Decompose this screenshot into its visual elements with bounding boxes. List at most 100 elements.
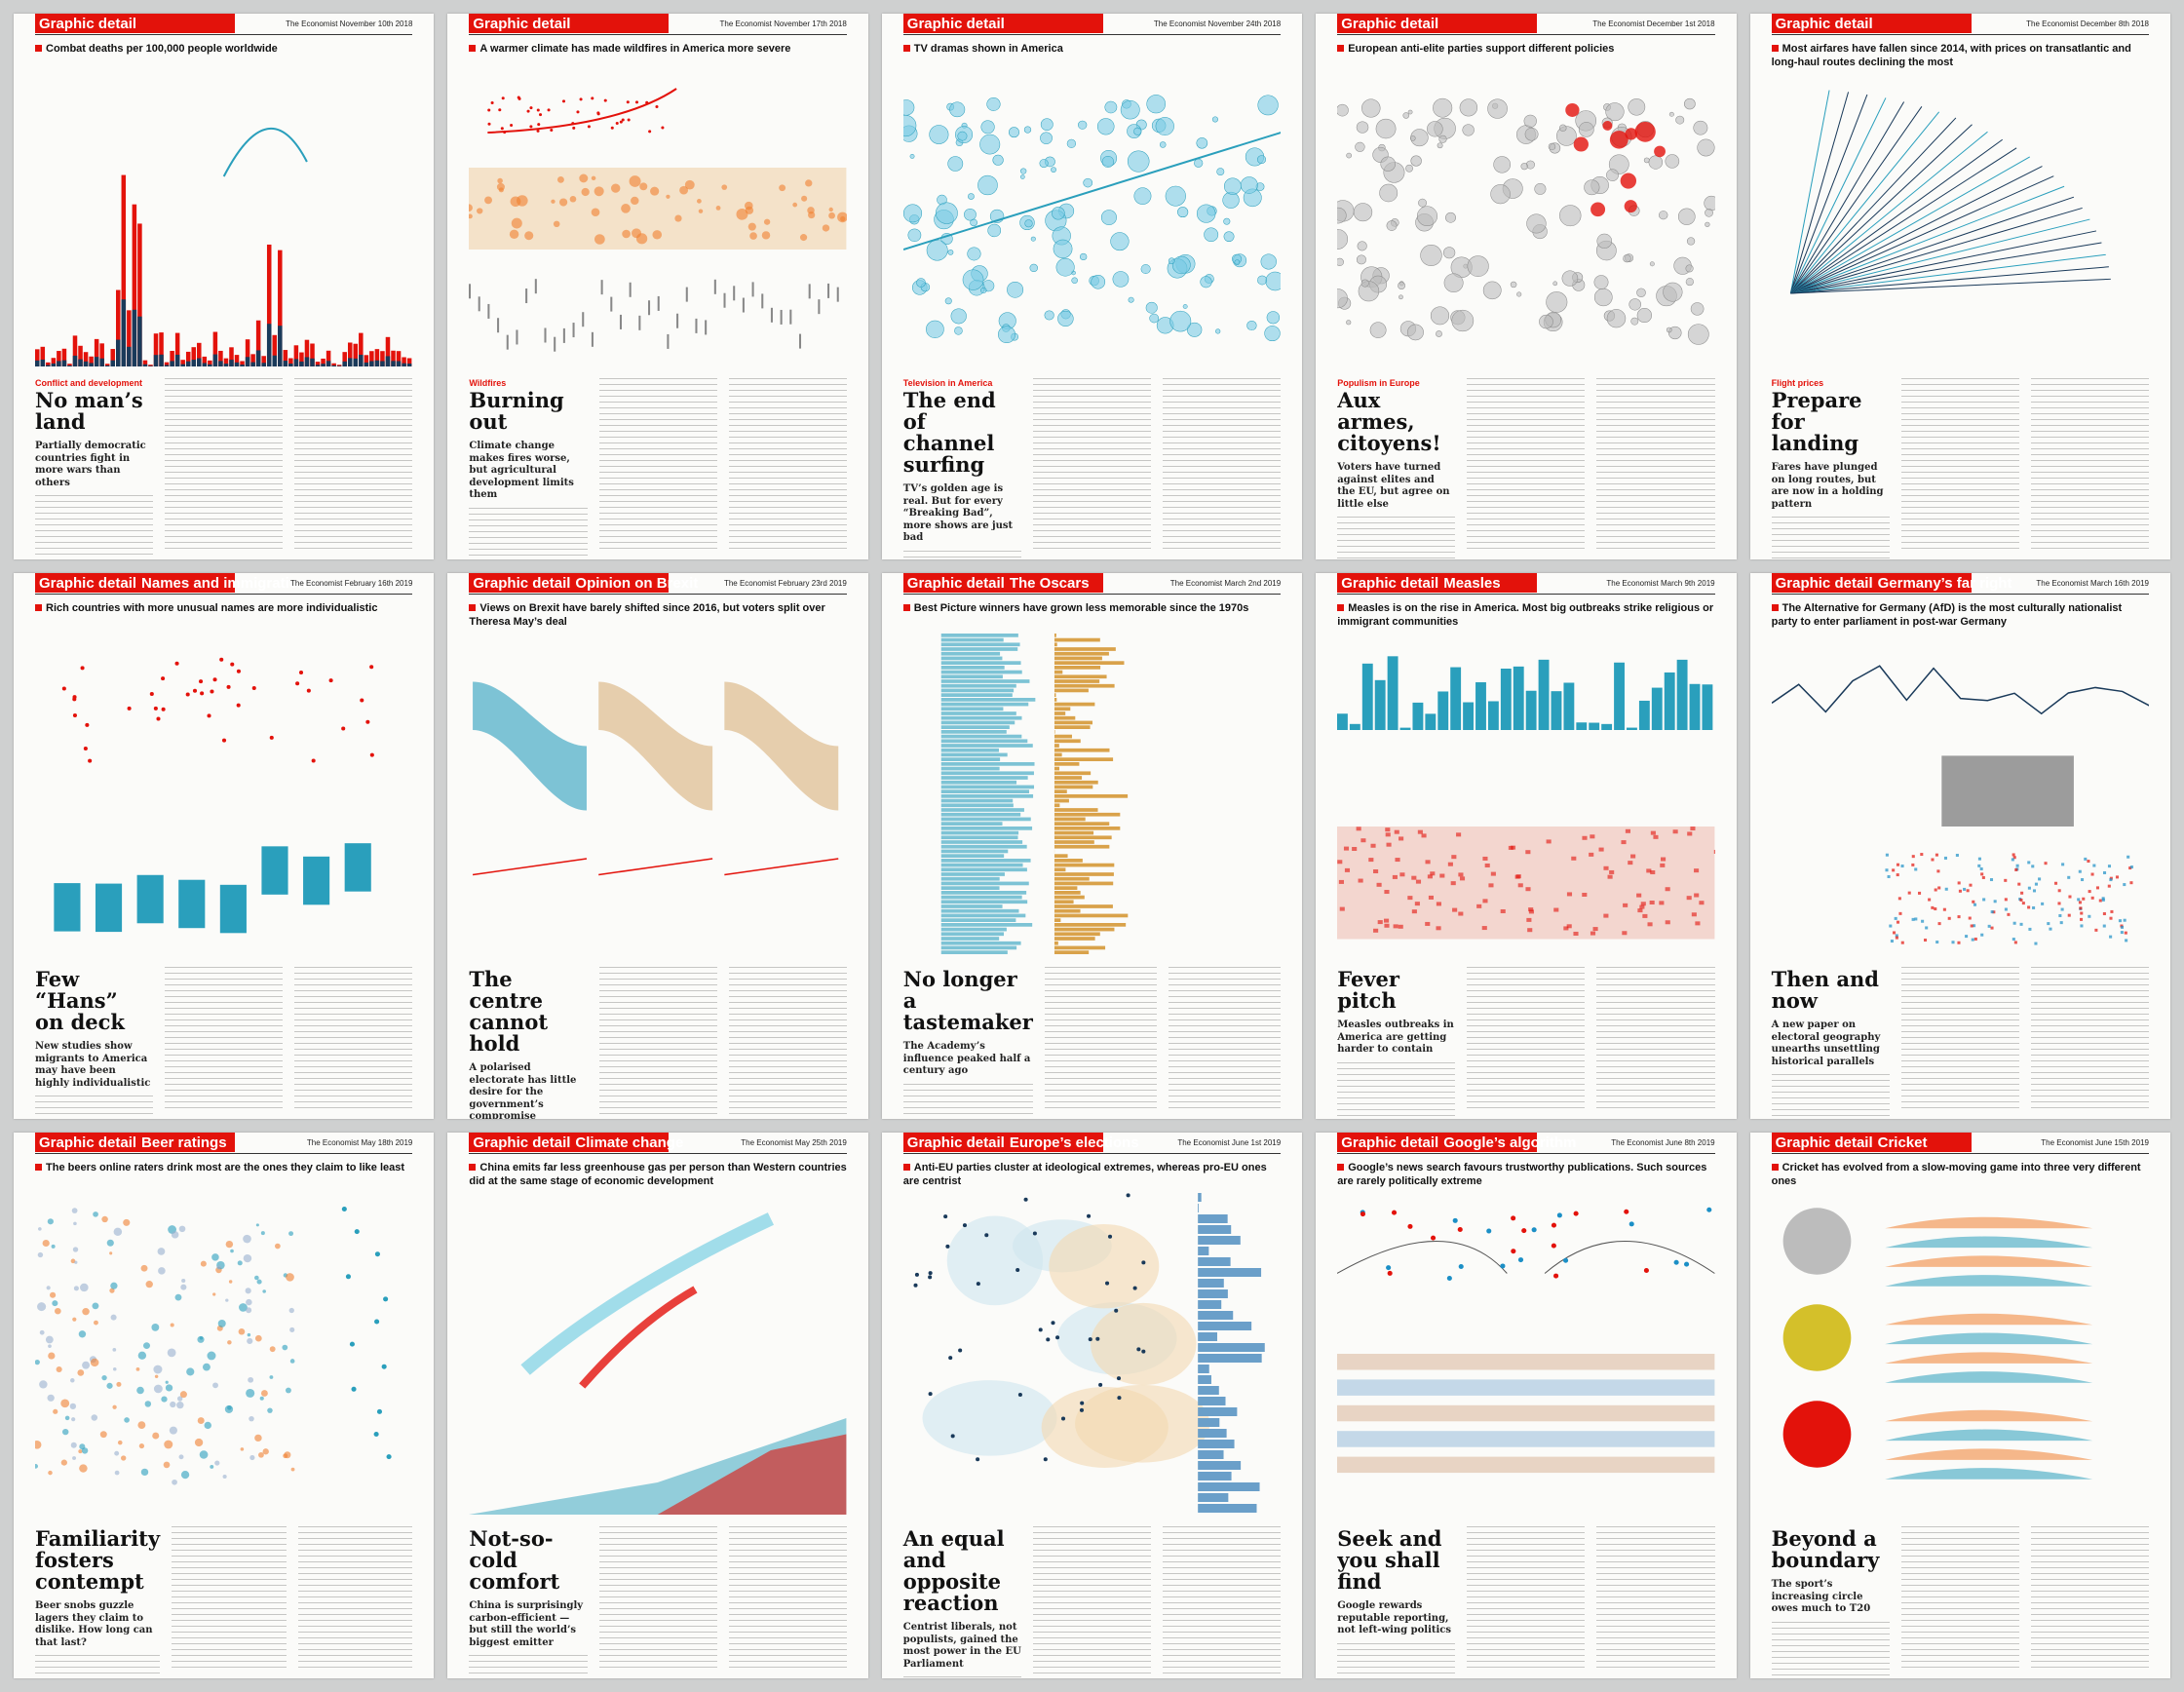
point-mark [249,1415,254,1422]
bar-mark [51,358,57,366]
bubble-mark [1490,184,1511,205]
map-mark [1957,881,1961,885]
point-mark [635,100,639,104]
bar-mark [809,284,812,299]
bubble-mark [1459,98,1478,117]
section-label: Graphic detail The Oscars [907,575,1090,592]
map-mark [2046,922,2050,926]
header-rule [1337,594,1715,595]
point-mark [269,1346,276,1353]
article: Television in America The end of channel … [902,378,1282,559]
chart-title-text: Cricket has evolved from a slow-moving g… [1771,1162,2141,1187]
map-mark [1896,920,1899,924]
section-name: Graphic detail [1775,1134,1873,1151]
chart [1337,634,1720,955]
bubble-mark [1584,179,1600,196]
header-rule [902,594,1282,595]
map-mark [2129,865,2133,869]
map-mark [1968,916,1972,920]
point-mark [517,96,521,99]
map-mark [2127,866,2131,870]
chart-title: Combat deaths per 100,000 people worldwi… [35,43,412,57]
map-mark [1699,901,1705,905]
point-mark [913,1283,918,1288]
icon-mark [1782,1208,1851,1275]
bar-mark [40,359,46,366]
map-mark [1637,908,1643,913]
map-mark [1687,831,1693,836]
chart [894,74,1285,366]
bar-mark [1054,844,1110,849]
bar-mark [1054,647,1116,651]
bar-mark [142,364,148,366]
chart-marks [913,1193,1265,1513]
ridge-mark [1884,1313,2092,1326]
map-mark [1421,833,1427,838]
bar-mark [1054,762,1080,766]
bubble-mark [1128,296,1134,303]
bar-mark [1054,908,1081,913]
map-mark [1529,909,1535,914]
chart [1336,1193,1715,1515]
body-text [1900,378,2019,550]
chart-marks [1782,1208,2092,1480]
header-rule [1771,1153,2149,1154]
body-text [1044,967,1157,1109]
point-mark [140,1264,148,1272]
bar-mark [121,299,127,366]
point-mark [39,1380,48,1389]
bar-mark [1054,941,1058,945]
article-headline: Beyond a boundary [1771,1526,1880,1573]
map-mark [1888,924,1892,928]
body-text [2030,1526,2149,1669]
map-mark [1412,909,1418,914]
point-mark [249,1454,255,1461]
point-mark [1015,1267,1020,1272]
point-mark [45,1335,54,1344]
map-mark [2086,860,2090,864]
point-mark [170,1323,174,1327]
map-mark [2087,914,2090,918]
bubble-mark [1140,264,1151,274]
header-rule [902,34,1282,35]
section-name: Graphic detail [39,1134,137,1151]
point-mark [1457,1227,1463,1233]
bar-mark [516,329,518,345]
bar-mark [288,358,293,366]
point-mark [225,1298,229,1302]
map-mark [1913,867,1917,871]
bar-mark [1054,867,1066,872]
map-mark [1439,873,1445,878]
map-mark [1964,935,1968,939]
bar-mark [202,363,208,366]
point-mark [1684,1261,1690,1267]
point-mark [490,101,495,105]
bar-mark [89,363,94,366]
map-mark [1935,869,1940,873]
area-mark [658,1434,847,1515]
bar-mark [359,332,364,366]
map-mark [1398,924,1403,929]
map-mark [499,187,505,193]
point-mark [74,1260,78,1264]
point-mark [502,96,506,100]
point-mark [69,1403,77,1409]
bar-mark [234,355,240,366]
map-mark [631,196,639,206]
section-topic: Names and immigration [141,575,308,592]
bubble-mark [944,297,952,305]
map-mark [2049,927,2052,931]
bubble-mark [1516,291,1522,297]
point-mark [230,662,235,667]
bar-mark [46,365,51,366]
chart-title-text: European anti-elite parties support diff… [1348,43,1615,55]
section-name: Graphic detail [473,16,571,32]
chart-marks [465,88,849,352]
point-mark [72,1317,77,1322]
point-mark [288,1307,294,1314]
section-label: Graphic detail Climate change [473,1134,683,1151]
body-text [469,507,588,559]
bar-mark [1197,1300,1222,1309]
bubble-mark [1520,163,1529,171]
map-mark [1966,889,1970,893]
